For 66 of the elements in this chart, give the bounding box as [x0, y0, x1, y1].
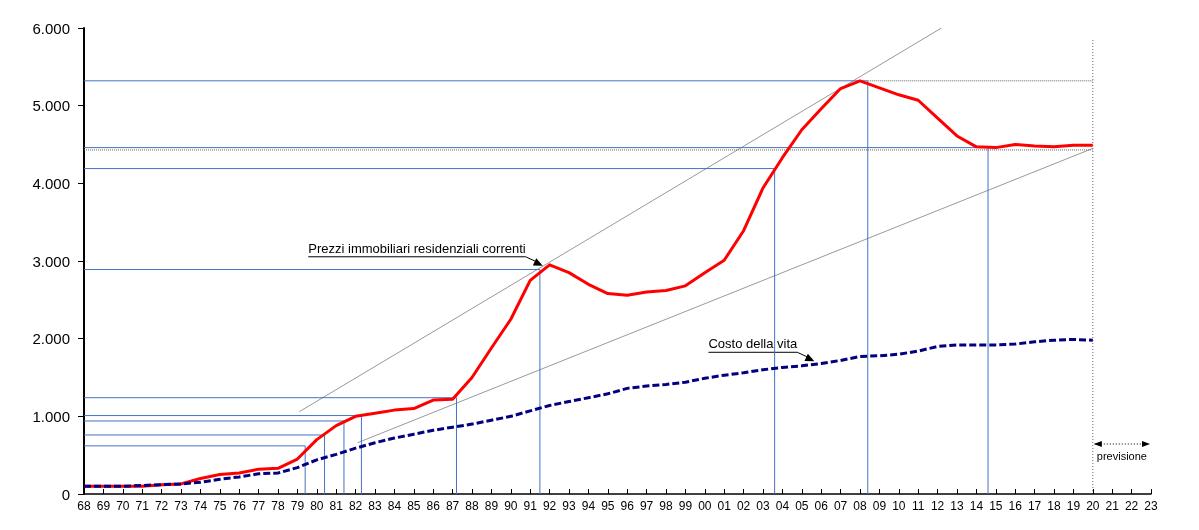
ref-line-label: previsione	[1096, 449, 1147, 462]
x-tick-label: 76	[232, 499, 247, 513]
x-tick-label: 17	[1027, 499, 1042, 513]
y-tick-label: 1.000	[32, 407, 70, 425]
x-tick-label: 05	[795, 499, 809, 513]
y-tick-label: 4.000	[32, 174, 70, 192]
x-tick-label: 02	[736, 499, 751, 513]
x-tick-label: 79	[290, 499, 305, 513]
x-tick-label: 73	[174, 499, 188, 513]
x-tick-label: 84	[387, 499, 402, 513]
x-tick-label: 13	[950, 499, 964, 513]
x-tick-label: 03	[756, 499, 770, 513]
x-tick-label: 11	[911, 499, 925, 513]
x-tick-label: 86	[426, 499, 441, 513]
x-tick-label: 06	[814, 499, 829, 513]
x-tick-label: 10	[892, 499, 906, 513]
x-tick-label: 08	[853, 499, 867, 513]
x-tick-label: 98	[659, 499, 673, 513]
x-tick-label: 78	[271, 499, 285, 513]
x-tick-label: 70	[116, 499, 130, 513]
x-tick-label: 00	[698, 499, 712, 513]
x-tick-label: 14	[969, 499, 984, 513]
x-tick-label: 83	[368, 499, 382, 513]
x-tick-label: 99	[678, 499, 693, 513]
y-tick-label: 3.000	[32, 252, 70, 270]
x-tick-label: 91	[523, 499, 538, 513]
x-tick-label: 90	[504, 499, 518, 513]
x-tick-label: 18	[1047, 499, 1061, 513]
x-tick-label: 82	[348, 499, 363, 513]
x-tick-label: 19	[1066, 499, 1081, 513]
x-tick-label: 80	[310, 499, 324, 513]
x-tick-label: 22	[1124, 499, 1139, 513]
y-tick-label: 2.000	[32, 330, 70, 348]
x-tick-label: 97	[639, 499, 654, 513]
annotation: Prezzi immobiliari residenziali correnti	[308, 240, 526, 256]
x-tick-label: 15	[989, 499, 1003, 513]
x-tick-label: 92	[542, 499, 557, 513]
x-tick-label: 09	[872, 499, 887, 513]
x-tick-label: 12	[930, 499, 945, 513]
x-tick-label: 85	[407, 499, 421, 513]
x-tick-label: 69	[96, 499, 111, 513]
x-tick-label: 20	[1086, 499, 1100, 513]
x-tick-label: 04	[775, 499, 790, 513]
x-tick-label: 68	[77, 499, 91, 513]
x-tick-label: 95	[601, 499, 615, 513]
annotation: Costo della vita	[708, 336, 799, 352]
y-tick-label: 5.000	[32, 97, 70, 115]
x-tick-label: 87	[445, 499, 460, 513]
y-tick-label: 6.000	[32, 19, 70, 37]
x-tick-label: 23	[1144, 499, 1158, 513]
x-tick-label: 96	[620, 499, 635, 513]
x-tick-label: 94	[581, 499, 596, 513]
x-tick-label: 74	[193, 499, 208, 513]
y-tick-label: 0	[61, 485, 70, 503]
x-tick-label: 16	[1008, 499, 1023, 513]
x-tick-label: 72	[154, 499, 169, 513]
x-tick-label: 93	[562, 499, 576, 513]
x-tick-label: 89	[484, 499, 499, 513]
x-tick-label: 81	[329, 499, 344, 513]
x-tick-label: 01	[717, 499, 732, 513]
x-tick-label: 21	[1105, 499, 1120, 513]
x-tick-label: 88	[465, 499, 479, 513]
x-tick-label: 71	[135, 499, 150, 513]
x-tick-label: 07	[833, 499, 848, 513]
x-tick-label: 75	[213, 499, 227, 513]
x-tick-label: 77	[251, 499, 266, 513]
